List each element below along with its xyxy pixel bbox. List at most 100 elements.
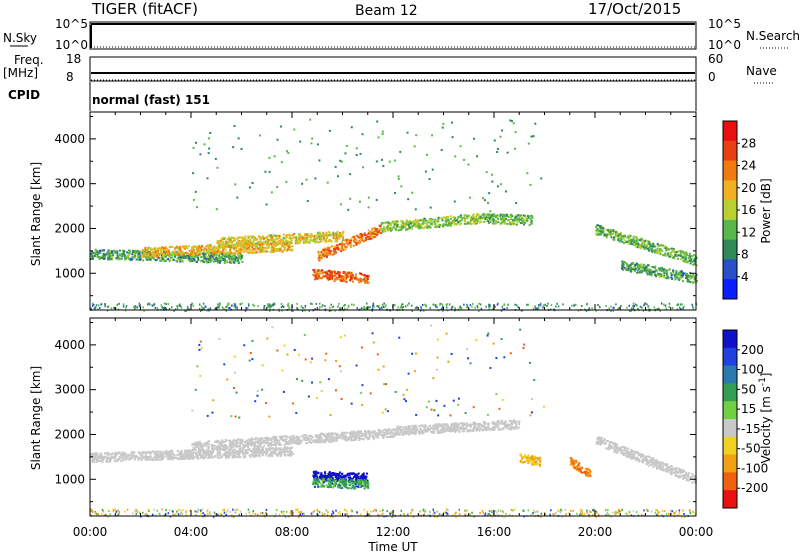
velocity-cell [387,429,390,432]
velocity-cell [191,443,194,446]
power-cell [301,309,304,312]
power-cell [639,305,642,308]
power-cell [319,270,322,273]
velocity-cell [131,456,134,459]
power-cell [515,220,518,223]
power-cell [97,304,100,307]
velocity-cell [350,439,353,442]
power-cell [100,303,102,306]
power-cell [647,247,650,250]
power-cell [239,252,242,255]
power-cell [315,240,318,243]
velocity-cell [173,454,176,457]
power-cell [333,235,336,238]
velocity-cell [290,451,293,454]
power-cell [636,241,639,244]
power-cell [176,253,179,256]
power-cell [270,191,273,194]
power-cell [643,304,645,307]
power-cell [263,307,265,310]
power-cell [501,129,504,132]
power-cell [228,244,231,247]
power-cell [209,307,212,310]
power-cell [259,240,262,243]
velocity-cell [293,441,296,444]
velocity-cell [118,458,121,461]
power-cell [452,221,455,224]
power-cell [200,246,203,249]
power-cell [632,302,635,305]
power-cell [236,242,239,245]
power-cell [215,208,218,211]
power-cell [587,308,590,311]
power-cell [366,278,369,281]
power-cell [514,131,517,134]
velocity-cell [391,434,394,437]
power-cell [652,242,655,245]
power-cell [489,219,492,222]
power-cell [693,280,696,283]
power-cell [225,306,227,309]
power-cell [455,219,458,222]
power-cell [437,220,440,223]
power-cell [637,265,640,268]
power-cell [158,247,161,250]
power-cell [496,151,499,154]
power-cell [506,222,509,225]
power-cell [163,307,165,310]
power-cell [662,268,665,271]
power-cell [252,238,255,241]
power-cell [313,238,316,241]
power-cell [117,256,120,259]
power-cell [300,239,303,242]
power-cell [520,218,523,221]
power-cell [691,303,693,306]
velocity-cell [195,452,198,455]
power-cell [210,249,213,252]
velocity-cell [121,459,124,462]
power-cell [488,308,491,311]
power-cell [429,217,432,220]
power-cell [373,305,375,308]
velocity-cell [232,450,235,453]
power-cell [395,221,398,224]
power-cell [304,233,307,236]
power-cell [376,227,379,230]
power-cell [526,172,529,175]
power-cell [428,221,431,224]
power-cell [123,254,126,257]
power-cell [656,273,659,276]
power-cell [400,220,403,223]
power-cell [442,306,444,309]
power-cell [223,261,226,264]
power-cell [425,224,428,227]
power-cell [345,276,348,279]
power-cell [324,233,327,236]
power-cell [238,254,241,257]
power-cell [162,253,165,256]
power-cell [319,306,321,309]
power-cell [628,304,630,307]
velocity-cell [200,455,203,458]
velocity-cell [208,456,211,459]
freq-label: Freq. [14,53,44,67]
power-cell [228,306,231,309]
power-cell [269,234,272,237]
power-cell [686,253,689,256]
velocity-cell [202,450,205,453]
power-cell [339,250,342,253]
power-cell [183,255,186,258]
velocity-cell [258,453,261,456]
power-cell [230,261,233,264]
power-cell [387,223,390,226]
power-cell [126,251,129,254]
power-cell [688,259,691,262]
power-cell [532,307,535,310]
velocity-cell [237,455,240,458]
power-cell [400,226,403,229]
power-cell [635,237,638,240]
power-cell [191,259,194,262]
power-cell [278,239,281,242]
power-cell [314,177,317,180]
power-cell [283,248,286,251]
